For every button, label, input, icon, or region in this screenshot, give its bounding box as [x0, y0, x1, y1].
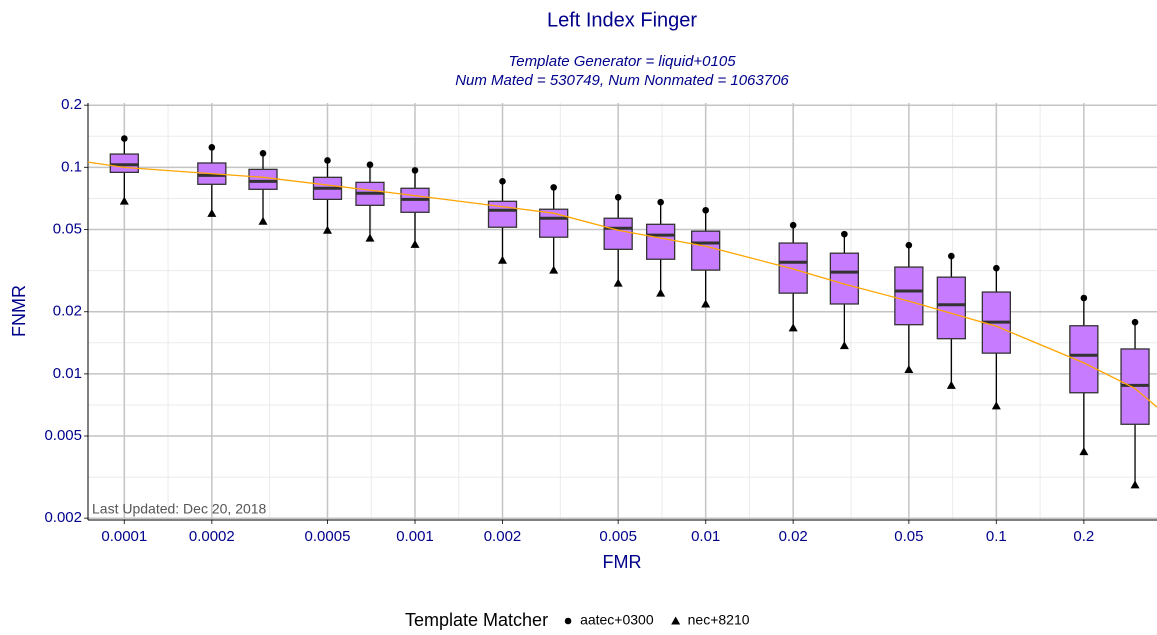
x-axis-title: FMR	[603, 552, 642, 572]
box	[248, 168, 278, 190]
box	[487, 200, 518, 228]
point	[789, 221, 797, 229]
point	[119, 196, 129, 205]
y-tick-label: 0.05	[53, 221, 82, 238]
point	[366, 161, 374, 169]
point	[948, 252, 955, 260]
point	[614, 194, 622, 201]
point	[1079, 447, 1089, 456]
y-tick-label: 0.01	[53, 365, 82, 382]
point	[324, 157, 331, 164]
y-tick-label: 0.02	[53, 303, 82, 320]
box	[829, 252, 860, 305]
point	[1131, 318, 1139, 326]
x-tick-label: 0.0005	[305, 528, 351, 545]
point	[671, 616, 681, 625]
point	[550, 184, 557, 191]
point	[657, 198, 664, 206]
legend-title: Template Matcher	[405, 610, 548, 630]
point	[549, 265, 559, 274]
box	[778, 242, 808, 294]
x-tick-label: 0.0001	[101, 528, 147, 545]
legend-label: nec+8210	[688, 612, 750, 628]
box	[894, 266, 924, 326]
y-tick-label: 0.005	[44, 427, 82, 444]
y-tick-label: 0.002	[44, 509, 82, 526]
fit-curve	[87, 161, 1157, 408]
point	[564, 617, 572, 625]
x-tick-label: 0.05	[894, 528, 923, 545]
y-axis-title: FNMR	[9, 285, 29, 337]
box	[936, 276, 966, 340]
x-tick-label: 0.005	[599, 528, 637, 545]
point	[497, 255, 507, 264]
chart-subtitle: Num Mated = 530749, Num Nonmated = 10637…	[455, 72, 789, 89]
box	[539, 208, 569, 238]
point	[1130, 480, 1140, 489]
chart-subtitle: Template Generator = liquid+0105	[508, 53, 736, 70]
x-tick-label: 0.002	[484, 528, 522, 545]
x-tick-label: 0.2	[1073, 528, 1094, 545]
x-tick-label: 0.01	[691, 528, 720, 545]
point	[207, 208, 217, 217]
point	[258, 216, 268, 225]
annotation: Last Updated: Dec 20, 2018	[92, 501, 267, 517]
box	[645, 223, 676, 260]
point	[259, 149, 267, 157]
x-tick-label: 0.1	[986, 528, 1007, 545]
point	[946, 380, 956, 389]
point	[322, 225, 332, 234]
box	[109, 153, 139, 174]
point	[410, 239, 420, 248]
point	[411, 167, 419, 174]
y-tick-label: 0.2	[61, 96, 82, 113]
point	[841, 230, 848, 238]
point	[701, 299, 711, 308]
point	[839, 341, 849, 350]
point	[656, 288, 666, 297]
box	[603, 217, 633, 250]
point	[499, 178, 506, 185]
point	[613, 278, 623, 287]
point	[905, 241, 913, 249]
point	[993, 264, 1000, 272]
legend-label: aatec+0300	[580, 612, 654, 628]
box	[691, 230, 721, 271]
point	[702, 206, 709, 214]
point	[208, 144, 216, 151]
point	[365, 233, 375, 242]
y-tick-label: 0.1	[61, 158, 82, 175]
chart-title: Left Index Finger	[547, 9, 697, 31]
x-tick-label: 0.001	[396, 528, 434, 545]
x-tick-label: 0.02	[779, 528, 808, 545]
point	[904, 364, 914, 373]
point	[788, 323, 798, 332]
point	[1080, 294, 1088, 302]
point	[991, 401, 1001, 410]
x-tick-label: 0.0002	[189, 528, 235, 545]
point	[121, 135, 128, 142]
legend: Template Matcher aatec+0300 nec+8210	[405, 610, 750, 630]
